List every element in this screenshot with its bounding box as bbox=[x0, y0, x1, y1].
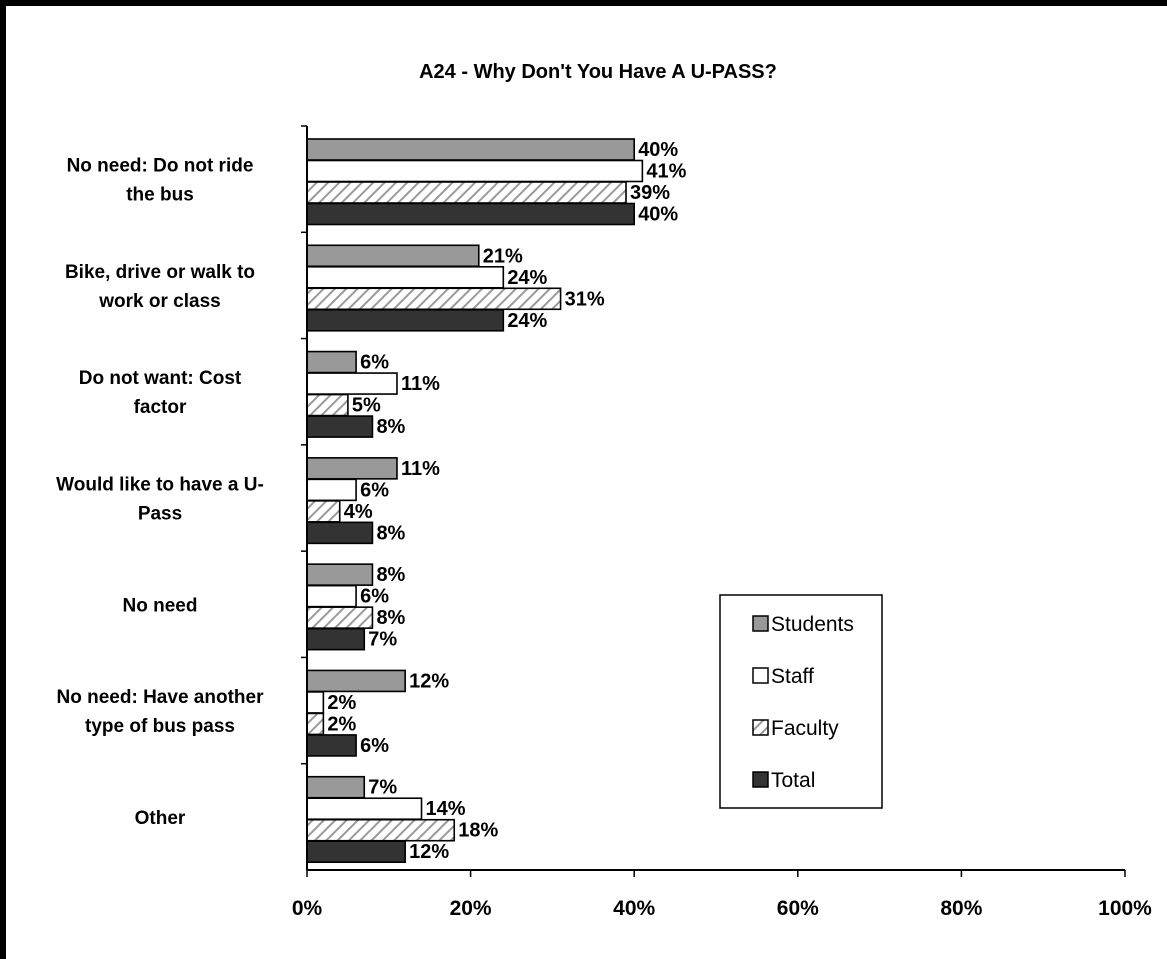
legend-swatch-staff bbox=[752, 667, 769, 684]
data-label-total-0: 40% bbox=[638, 204, 678, 226]
bar-faculty-3 bbox=[306, 500, 341, 523]
data-label-staff-2: 11% bbox=[401, 373, 440, 395]
bar-faculty-0 bbox=[306, 181, 627, 204]
bar-students-5 bbox=[306, 669, 406, 693]
data-label-students-0: 40% bbox=[638, 139, 678, 161]
data-label-students-2: 6% bbox=[360, 352, 389, 374]
chart-title: A24 - Why Don't You Have A U-PASS? bbox=[419, 61, 777, 83]
x-tick-label-1: 20% bbox=[450, 897, 492, 920]
bar-total-1 bbox=[306, 308, 505, 332]
data-label-total-1: 24% bbox=[507, 310, 547, 332]
bar-students-4 bbox=[306, 563, 374, 586]
bar-faculty-2 bbox=[306, 393, 349, 417]
bar-students-2 bbox=[306, 350, 357, 374]
bar-total-4 bbox=[306, 627, 366, 651]
x-tick-label-5: 100% bbox=[1098, 897, 1152, 920]
legend-label-total: Total bbox=[771, 769, 815, 792]
data-label-faculty-2: 5% bbox=[352, 395, 381, 417]
bar-faculty-6 bbox=[306, 818, 456, 842]
data-label-staff-6: 14% bbox=[426, 798, 466, 820]
legend-swatch-students bbox=[752, 615, 769, 632]
bar-faculty-1 bbox=[306, 287, 562, 311]
bar-staff-5 bbox=[306, 691, 325, 714]
bar-students-0 bbox=[306, 138, 636, 161]
bar-total-5 bbox=[306, 734, 357, 757]
data-label-staff-4: 6% bbox=[360, 586, 389, 608]
bar-staff-6 bbox=[306, 797, 423, 821]
bar-staff-0 bbox=[306, 159, 644, 183]
data-label-staff-0: 41% bbox=[646, 161, 686, 183]
bar-total-6 bbox=[306, 840, 406, 864]
x-tick-label-0: 0% bbox=[292, 897, 323, 920]
legend: Students Staff Faculty Total bbox=[719, 594, 883, 809]
bar-faculty-5 bbox=[306, 712, 325, 736]
category-label-1: Bike, drive or walk to work or class bbox=[65, 262, 255, 312]
category-label-3: Would like to have a U-Pass bbox=[56, 475, 264, 525]
data-label-students-3: 11% bbox=[401, 458, 440, 480]
legend-box bbox=[719, 594, 883, 809]
legend-label-students: Students bbox=[771, 613, 854, 636]
legend-swatch-total bbox=[752, 771, 769, 788]
legend-label-staff: Staff bbox=[771, 665, 814, 688]
data-label-staff-3: 6% bbox=[360, 479, 389, 501]
data-label-students-5: 12% bbox=[409, 670, 449, 692]
bar-total-0 bbox=[306, 202, 636, 226]
data-label-staff-1: 24% bbox=[507, 267, 547, 289]
bar-staff-4 bbox=[306, 584, 357, 608]
bar-total-2 bbox=[306, 415, 374, 438]
data-label-students-6: 7% bbox=[368, 777, 397, 799]
data-label-total-2: 8% bbox=[376, 416, 405, 438]
x-tick-label-3: 60% bbox=[777, 897, 819, 920]
category-label-6: Other bbox=[135, 808, 186, 829]
x-tick-label-2: 40% bbox=[613, 897, 655, 920]
data-label-faculty-5: 2% bbox=[327, 713, 356, 735]
category-label-5: No need: Have another type of bus pass bbox=[57, 687, 265, 737]
bar-students-1 bbox=[306, 244, 480, 268]
data-label-students-4: 8% bbox=[376, 564, 405, 586]
bar-faculty-4 bbox=[306, 606, 374, 629]
legend-swatch-faculty bbox=[752, 719, 769, 736]
category-label-4: No need bbox=[123, 595, 198, 616]
data-label-total-4: 7% bbox=[368, 629, 397, 651]
bar-staff-3 bbox=[306, 478, 357, 502]
bar-staff-1 bbox=[306, 265, 505, 289]
data-label-students-1: 21% bbox=[483, 245, 523, 267]
data-label-total-6: 12% bbox=[409, 841, 449, 863]
bar-students-6 bbox=[306, 775, 366, 799]
category-label-0: No need: Do not ride the bus bbox=[67, 156, 254, 206]
category-label-2: Do not want: Cost factor bbox=[79, 368, 242, 418]
data-label-faculty-0: 39% bbox=[630, 182, 670, 204]
data-label-total-3: 8% bbox=[376, 522, 405, 544]
bar-students-3 bbox=[306, 457, 398, 480]
bar-staff-2 bbox=[306, 372, 398, 395]
data-label-faculty-3: 4% bbox=[344, 501, 373, 523]
data-label-staff-5: 2% bbox=[327, 692, 356, 714]
bar-total-3 bbox=[306, 521, 374, 545]
data-label-faculty-4: 8% bbox=[376, 607, 405, 629]
data-label-faculty-6: 18% bbox=[458, 820, 498, 842]
data-label-faculty-1: 31% bbox=[565, 288, 605, 310]
data-label-total-5: 6% bbox=[360, 735, 389, 757]
x-tick-label-4: 80% bbox=[940, 897, 982, 920]
legend-label-faculty: Faculty bbox=[771, 717, 839, 740]
